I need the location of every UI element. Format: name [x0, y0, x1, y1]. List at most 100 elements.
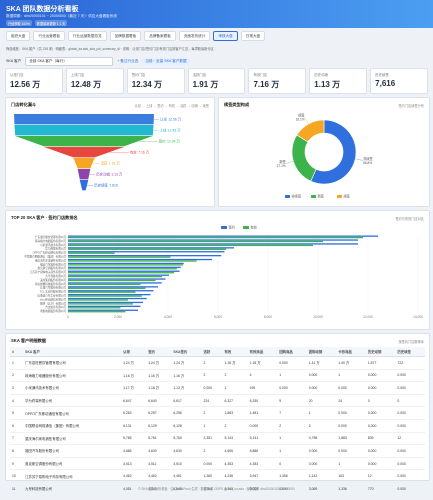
bar: [68, 303, 133, 305]
table-cell: 0.000: [336, 381, 366, 395]
table-cell: 2: [201, 369, 223, 383]
table-cell: 华为终端有限公司: [23, 394, 122, 408]
y-tick-label: TCL 实业控股有限公司: [40, 290, 67, 294]
funnel-label: 有效 7.16 万: [130, 150, 150, 155]
x-tick-label: 6,000: [214, 315, 222, 319]
table-cell: 6,129: [146, 419, 172, 433]
table-cell: 0: [365, 394, 396, 408]
dropdown[interactable]: 全部 SKA 客户（每行）: [25, 57, 114, 66]
bar: [68, 264, 184, 266]
kpi-value: 12.34 万: [131, 80, 162, 89]
nav-tab[interactable]: 行业运营数据总览: [67, 31, 107, 41]
table-cell: 重庆海尔家电销售有限公司: [23, 432, 122, 446]
table-cell: 10: [10, 469, 24, 483]
bar: [68, 254, 222, 257]
table-cell: 0.000: [365, 419, 396, 433]
y-tick-label: vivo 移动通信有限公司: [40, 297, 66, 301]
table-cell: 福田汽车股份有限公司: [23, 444, 122, 458]
bar: [68, 286, 158, 288]
subtitle: 数据周期：dim20000101 ~ 20000000（最近 7 天）· 供应大…: [6, 14, 117, 18]
table-cell: 1.16 万: [146, 369, 172, 383]
table-cell: 0.000: [336, 419, 366, 433]
table-cell: 5,141: [247, 432, 278, 446]
kpi-label: 活跃门店: [192, 73, 207, 77]
nav-tab[interactable]: 品牌数据看板: [109, 31, 142, 41]
funnel-label: 活跃 1.91 万: [101, 161, 121, 166]
funnel-value: 12.48 万: [168, 129, 181, 133]
table-cell: 0.000: [201, 381, 223, 395]
selector-label: SKA 客户: [6, 59, 22, 63]
panel-subtitle: 按签约门店数降序: [398, 339, 425, 344]
table-cell: 1.24 万: [171, 356, 202, 370]
table-cell: 4: [247, 369, 278, 383]
nav-tab[interactable]: 审核大盘: [213, 31, 238, 41]
nav-tab[interactable]: 日常大盘: [240, 31, 266, 41]
table-cell: 1: [10, 356, 24, 370]
column-header: 签约: [146, 347, 172, 357]
legend-swatch: [337, 195, 342, 198]
table-cell: 163: [336, 469, 366, 483]
table-cell: 722: [395, 356, 425, 370]
y-tick-label: 重庆海尔家电销售有限公司: [35, 258, 67, 262]
slice-label: 56.8%: [363, 161, 372, 165]
table-cell: 224: [201, 394, 223, 408]
y-tick-label: 九号科技有限公司: [45, 274, 66, 278]
y-tick-label: 奥克斯空调股份有限公司: [37, 266, 66, 270]
funnel-category: 活跃: [101, 161, 108, 166]
table-cell: 0.000: [277, 482, 307, 496]
table-cell: 0.000: [395, 482, 425, 496]
table-cell: 4,043: [171, 482, 202, 496]
y-tick-label: 联想（北京）有限公司: [40, 301, 66, 305]
leader-line: [355, 158, 364, 161]
bar: [68, 256, 171, 258]
bar: [68, 262, 184, 265]
table-row: 7 重庆海尔家电销售有限公司 5,765 5,761 5,760 2,351 5,143 5,…: [10, 432, 425, 446]
table-cell: 4,606: [222, 444, 248, 458]
kpi-value: 1.91 万: [192, 80, 219, 89]
slice-category: 新签: [279, 159, 286, 164]
table-cell: 4,353: [222, 457, 248, 471]
nav-tab[interactable]: 行业运营看板: [33, 31, 65, 41]
nav-tab[interactable]: 品牌备案看板: [144, 31, 176, 41]
table-cell: 4,461: [171, 469, 202, 483]
table-cell: 4,666: [121, 444, 147, 458]
table-cell: 0.000: [336, 406, 366, 420]
slice-label: 27.1%: [277, 164, 286, 168]
table-cell: 奥克斯空调股份有限公司: [23, 457, 122, 471]
funnel-label: 认领 12.56 万: [160, 117, 182, 122]
badge: 数据最新更新 1.1 天: [34, 20, 68, 27]
y-tick-label: 广东嘉旺餐饮管理有限公司: [35, 235, 67, 239]
table-panel: SKA 客户明细数据 按签约门店数降序 # SKA 客户 认领 签约 SKA签约 活跃 有效…: [5, 333, 430, 496]
table-cell: 0.000: [365, 369, 396, 383]
add-filter[interactable]: + 备注行业选: [117, 59, 139, 63]
table-cell: 1: [277, 369, 307, 383]
table-cell: 3,947: [247, 469, 278, 483]
table-cell: 6,257: [146, 406, 172, 420]
funnel-category: 历史动销: [96, 172, 110, 177]
kpi-card: 认领门店 12.56 万: [5, 68, 63, 94]
table-cell: 3: [10, 381, 24, 395]
bar: [68, 311, 126, 313]
bar-chart: 0 2,000 4,000 6,000 8,000 10,000 12,000 14,000 广…: [25, 225, 424, 319]
bar: [68, 251, 225, 253]
table-cell: 12: [365, 469, 396, 483]
funnel-chart: 认领 12.56 万上线 12.48 万签约 12.34 万有效 7.16 万活跃 1.9…: [14, 114, 182, 191]
table-cell: 1.16 万: [146, 381, 172, 395]
y-tick-label: 福田汽车股份有限公司: [40, 262, 66, 266]
pie-slice: [310, 119, 357, 185]
table-row: 9 奥克斯空调股份有限公司 4,513 4,511 4,510 0.000 4,353 4,3…: [10, 457, 425, 471]
table-cell: 4,513: [121, 457, 147, 471]
table-cell: 6,617: [171, 394, 202, 408]
table-row: 2 珠海格力电器股份有限公司 1.16 万 1.16 万 1.16 万 2 2 4 1 0.000…: [10, 369, 425, 383]
bar: [68, 299, 128, 301]
bar: [68, 307, 121, 309]
slice-label: 16.1%: [296, 118, 305, 122]
nav-tab[interactable]: 组织大盘: [6, 31, 31, 41]
table-cell: 6,263: [121, 406, 147, 420]
table-cell: 0.000: [336, 444, 366, 458]
nav-tab[interactable]: 页面发布统计: [178, 31, 211, 41]
bar: [68, 283, 141, 286]
funnel-label: 历史动销 1.13 万: [96, 172, 123, 177]
bar: [68, 293, 151, 296]
kpi-card: 历史续签 7,616: [370, 68, 429, 94]
